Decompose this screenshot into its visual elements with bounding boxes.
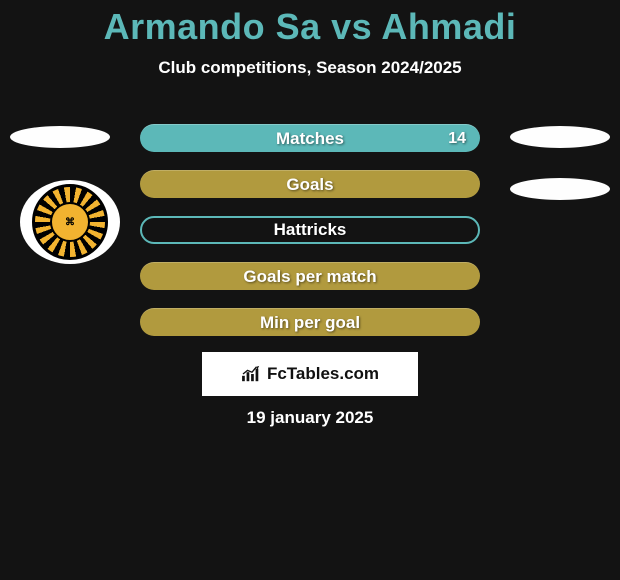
subtitle: Club competitions, Season 2024/2025 — [0, 58, 620, 78]
right-player-oval-1 — [510, 126, 610, 148]
stat-bar-label: Goals — [286, 175, 333, 195]
stat-bar-matches: Matches 14 — [140, 124, 480, 152]
stat-bar-goals: Goals — [140, 170, 480, 198]
club-badge: ⌘ — [20, 180, 120, 264]
page-title: Armando Sa vs Ahmadi — [0, 0, 620, 48]
date-line: 19 january 2025 — [0, 408, 620, 428]
fctables-logo: FcTables.com — [202, 352, 418, 396]
left-player-oval — [10, 126, 110, 148]
right-player-oval-2 — [510, 178, 610, 200]
stat-bar-min-per-goal: Min per goal — [140, 308, 480, 336]
stat-bar-label: Goals per match — [243, 267, 376, 287]
stat-bar-label: Hattricks — [274, 220, 347, 240]
stat-bar-goals-per-match: Goals per match — [140, 262, 480, 290]
club-badge-ring: ⌘ — [32, 184, 108, 260]
stat-bar-label: Min per goal — [260, 313, 360, 333]
stat-bar-value: 14 — [448, 130, 466, 148]
club-badge-inner: ⌘ — [50, 202, 90, 242]
stat-bars: Matches 14 Goals Hattricks Goals per mat… — [140, 124, 480, 354]
stat-bar-hattricks: Hattricks — [140, 216, 480, 244]
stat-bar-label: Matches — [276, 129, 344, 149]
bar-chart-icon — [241, 365, 263, 383]
logo-text: FcTables.com — [267, 364, 379, 384]
